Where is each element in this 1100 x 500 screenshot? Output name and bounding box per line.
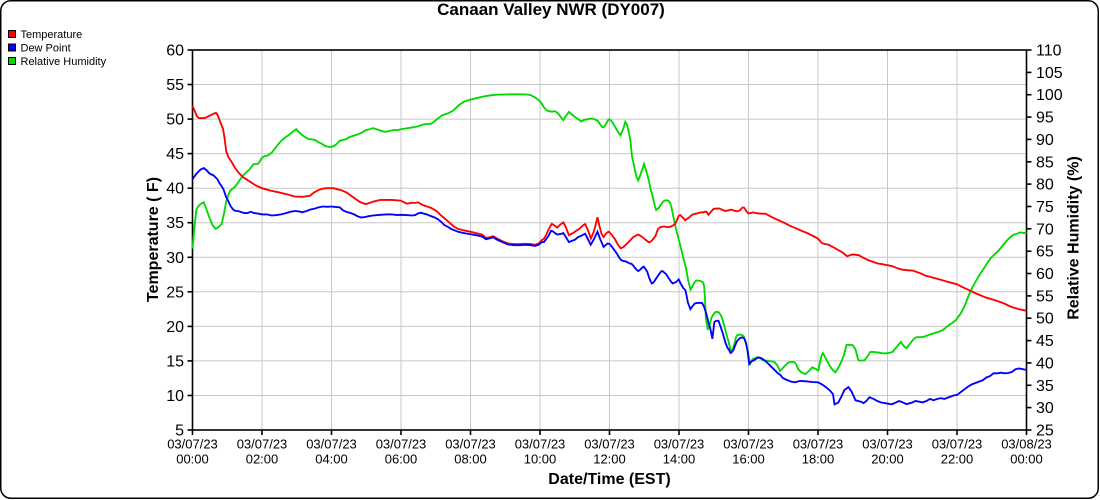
svg-text:03/08/23: 03/08/23 [1001, 437, 1052, 452]
svg-text:30: 30 [1036, 400, 1054, 417]
svg-text:50: 50 [166, 112, 184, 129]
svg-text:110: 110 [1036, 43, 1062, 60]
svg-text:15: 15 [166, 353, 184, 370]
svg-text:45: 45 [1036, 333, 1054, 350]
svg-text:60: 60 [1036, 266, 1054, 283]
svg-text:90: 90 [1036, 132, 1054, 149]
svg-text:03/07/23: 03/07/23 [306, 437, 357, 452]
svg-text:5: 5 [175, 423, 184, 440]
svg-text:Temperature ( F): Temperature ( F) [145, 177, 162, 302]
svg-text:10: 10 [166, 388, 184, 405]
svg-text:30: 30 [166, 250, 184, 267]
svg-text:00:00: 00:00 [1010, 452, 1043, 467]
svg-text:45: 45 [166, 146, 184, 163]
svg-text:03/07/23: 03/07/23 [237, 437, 288, 452]
svg-text:80: 80 [1036, 177, 1054, 194]
svg-text:00:00: 00:00 [176, 452, 209, 467]
svg-text:12:00: 12:00 [593, 452, 626, 467]
svg-text:55: 55 [166, 77, 184, 94]
svg-text:20:00: 20:00 [871, 452, 904, 467]
svg-text:03/07/23: 03/07/23 [862, 437, 913, 452]
svg-text:10:00: 10:00 [524, 452, 557, 467]
svg-text:20: 20 [166, 319, 184, 336]
svg-text:16:00: 16:00 [732, 452, 765, 467]
svg-text:25: 25 [1036, 423, 1054, 440]
svg-text:Relative Humidity (%): Relative Humidity (%) [1066, 156, 1083, 320]
svg-text:03/07/23: 03/07/23 [376, 437, 427, 452]
svg-text:50: 50 [1036, 311, 1054, 328]
svg-text:75: 75 [1036, 199, 1054, 216]
svg-text:14:00: 14:00 [663, 452, 696, 467]
svg-text:Dew Point: Dew Point [21, 43, 71, 55]
svg-text:40: 40 [1036, 355, 1054, 372]
svg-text:03/07/23: 03/07/23 [654, 437, 705, 452]
svg-text:03/07/23: 03/07/23 [515, 437, 566, 452]
svg-text:55: 55 [1036, 288, 1054, 305]
svg-text:35: 35 [1036, 378, 1054, 395]
svg-text:22:00: 22:00 [941, 452, 974, 467]
svg-text:08:00: 08:00 [454, 452, 487, 467]
svg-text:Date/Time (EST): Date/Time (EST) [548, 471, 670, 488]
svg-text:03/07/23: 03/07/23 [932, 437, 983, 452]
svg-text:25: 25 [166, 284, 184, 301]
svg-text:95: 95 [1036, 110, 1054, 127]
svg-text:03/07/23: 03/07/23 [793, 437, 844, 452]
svg-text:06:00: 06:00 [385, 452, 418, 467]
svg-text:03/07/23: 03/07/23 [445, 437, 496, 452]
svg-text:18:00: 18:00 [802, 452, 835, 467]
svg-text:03/07/23: 03/07/23 [167, 437, 218, 452]
svg-text:100: 100 [1036, 87, 1063, 104]
svg-text:02:00: 02:00 [246, 452, 279, 467]
svg-text:03/07/23: 03/07/23 [723, 437, 774, 452]
svg-text:04:00: 04:00 [315, 452, 348, 467]
svg-text:60: 60 [166, 43, 184, 60]
svg-text:Relative Humidity: Relative Humidity [21, 56, 107, 68]
svg-text:85: 85 [1036, 154, 1054, 171]
svg-text:40: 40 [166, 181, 184, 198]
svg-text:70: 70 [1036, 221, 1054, 238]
svg-text:03/07/23: 03/07/23 [584, 437, 635, 452]
svg-text:35: 35 [166, 215, 184, 232]
svg-text:105: 105 [1036, 65, 1063, 82]
svg-text:65: 65 [1036, 244, 1054, 261]
svg-text:Canaan Valley NWR (DY007): Canaan Valley NWR (DY007) [437, 0, 665, 19]
svg-text:Temperature: Temperature [21, 29, 83, 41]
